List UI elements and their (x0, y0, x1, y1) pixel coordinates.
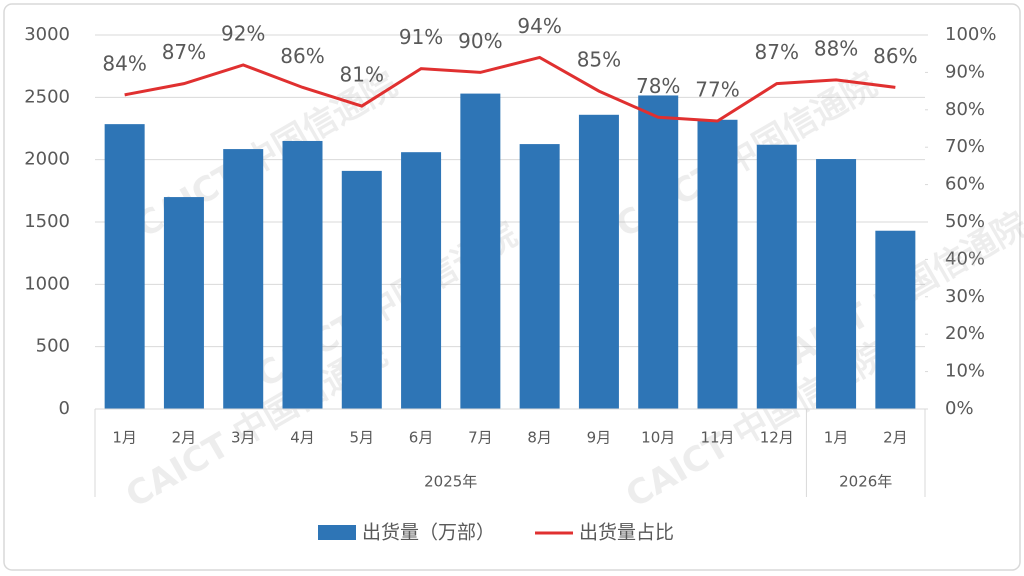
bar (697, 119, 738, 410)
data-label: 90% (458, 29, 502, 53)
bar (638, 95, 679, 410)
legend-label: 出货量（万部） (362, 522, 495, 544)
bar (104, 124, 145, 410)
line (124, 55, 896, 123)
y-tick-label: 0 (59, 398, 70, 419)
data-label: 81% (340, 63, 384, 87)
data-label: 87% (162, 40, 206, 64)
y2-tick-label: 30% (945, 286, 985, 307)
legend-item: 出货量占比 (535, 522, 674, 544)
group-label: 2025年 (424, 473, 477, 491)
y2-tick-label: 100% (945, 24, 996, 45)
data-label: 77% (695, 78, 739, 102)
data-label: 88% (814, 36, 858, 60)
bar (875, 230, 916, 409)
y-tick-label: 2500 (24, 86, 70, 107)
x-tick-label: 7月 (468, 429, 493, 447)
data-label: 92% (221, 21, 265, 45)
bar (578, 114, 619, 409)
y2-tick-label: 80% (945, 99, 985, 120)
group-label: 2026年 (839, 473, 892, 491)
y-tick-label: 2000 (24, 149, 70, 170)
x-tick-label: 12月 (760, 429, 794, 447)
data-label: 84% (102, 51, 146, 75)
data-label: 91% (399, 25, 443, 49)
x-tick-label: 2月 (172, 429, 197, 447)
bar (519, 144, 560, 410)
y-tick-label: 500 (36, 336, 70, 357)
x-tick-label: 2月 (883, 429, 908, 447)
legend-item: 出货量（万部） (318, 522, 495, 544)
x-tick-label: 3月 (231, 429, 256, 447)
y2-tick-label: 60% (945, 174, 985, 195)
bar (756, 144, 797, 409)
x-tick-label: 11月 (700, 429, 734, 447)
y-tick-label: 1500 (24, 211, 70, 232)
bar (460, 93, 501, 410)
x-tick-label: 8月 (527, 429, 552, 447)
y2-tick-label: 10% (945, 361, 985, 382)
data-label: 87% (755, 40, 799, 64)
x-tick-label: 5月 (350, 429, 375, 447)
x-tick-label: 1月 (112, 429, 137, 447)
data-label: 85% (577, 48, 621, 72)
bar (163, 197, 204, 409)
data-label: 78% (636, 74, 680, 98)
bar (401, 152, 442, 410)
bar (816, 159, 857, 409)
x-tick-label: 6月 (409, 429, 434, 447)
legend-label: 出货量占比 (579, 522, 674, 544)
y2-tick-label: 90% (945, 61, 985, 82)
x-tick-label: 9月 (587, 429, 612, 447)
y2-tick-label: 0% (945, 398, 974, 419)
y-tick-label: 3000 (24, 24, 70, 45)
data-label: 94% (517, 14, 561, 38)
y2-tick-label: 70% (945, 136, 985, 157)
y2-tick-label: 20% (945, 323, 985, 344)
bar (282, 140, 323, 409)
y2-tick-label: 40% (945, 248, 985, 269)
x-tick-label: 4月 (290, 429, 315, 447)
bar (341, 170, 382, 409)
data-label: 86% (873, 44, 917, 68)
bar (223, 149, 264, 409)
y2-tick-label: 50% (945, 211, 985, 232)
legend-swatch (318, 525, 356, 540)
data-label: 86% (280, 44, 324, 68)
y-tick-label: 1000 (24, 273, 70, 294)
x-tick-label: 1月 (824, 429, 849, 447)
x-tick-label: 10月 (641, 429, 675, 447)
